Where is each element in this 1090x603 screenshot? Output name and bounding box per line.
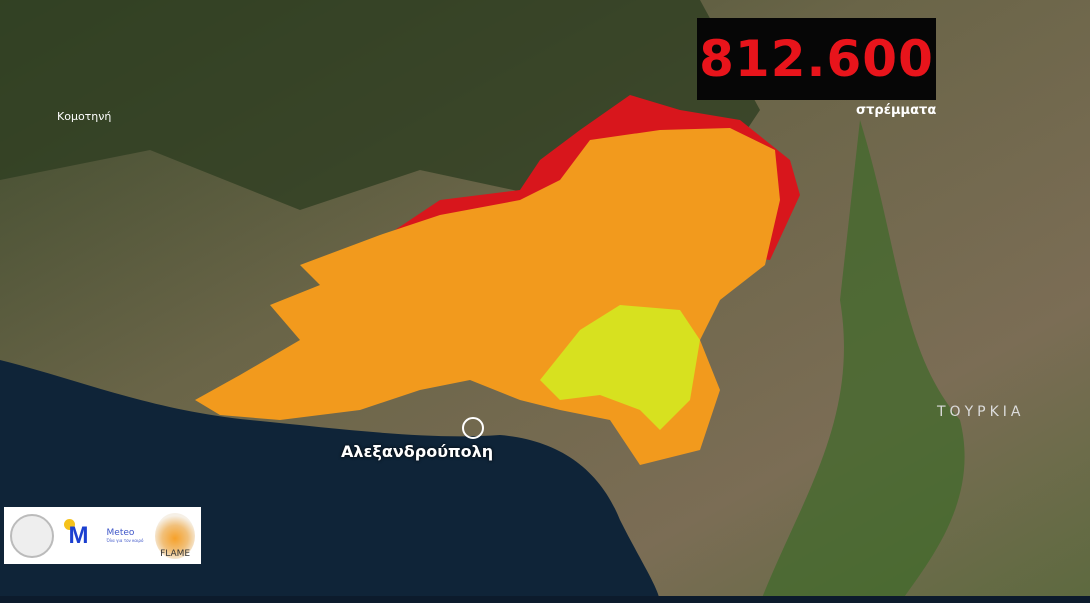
university-seal-logo	[9, 513, 54, 558]
burned-area-counter: 812.600	[697, 18, 936, 100]
location-marker-icon	[462, 417, 484, 439]
meteo-tagline: Όλα για τον καιρό	[106, 537, 144, 543]
place-label-komotini: Κομοτηνή	[57, 110, 112, 123]
meteo-name: Meteo	[106, 527, 135, 538]
burn-area-yellow	[540, 305, 700, 430]
bottom-bar	[0, 596, 1090, 603]
burned-area-value: 812.600	[699, 30, 934, 88]
flame-logo: FLAME	[155, 512, 196, 559]
evros-valley	[760, 120, 965, 603]
flame-logo-text: FLAME	[160, 548, 191, 559]
sun-icon	[63, 518, 75, 530]
burned-area-unit: στρέμματα	[856, 103, 937, 118]
place-label-turkey: ΤΟΥΡΚΙΑ	[937, 404, 1025, 420]
meteo-logo: M Meteo Όλα για τον καιρό	[63, 518, 144, 547]
partner-logos: M Meteo Όλα για τον καιρό FLAME	[4, 507, 201, 564]
place-label-alexandroupoli: Αλεξανδρούπολη	[341, 442, 494, 461]
